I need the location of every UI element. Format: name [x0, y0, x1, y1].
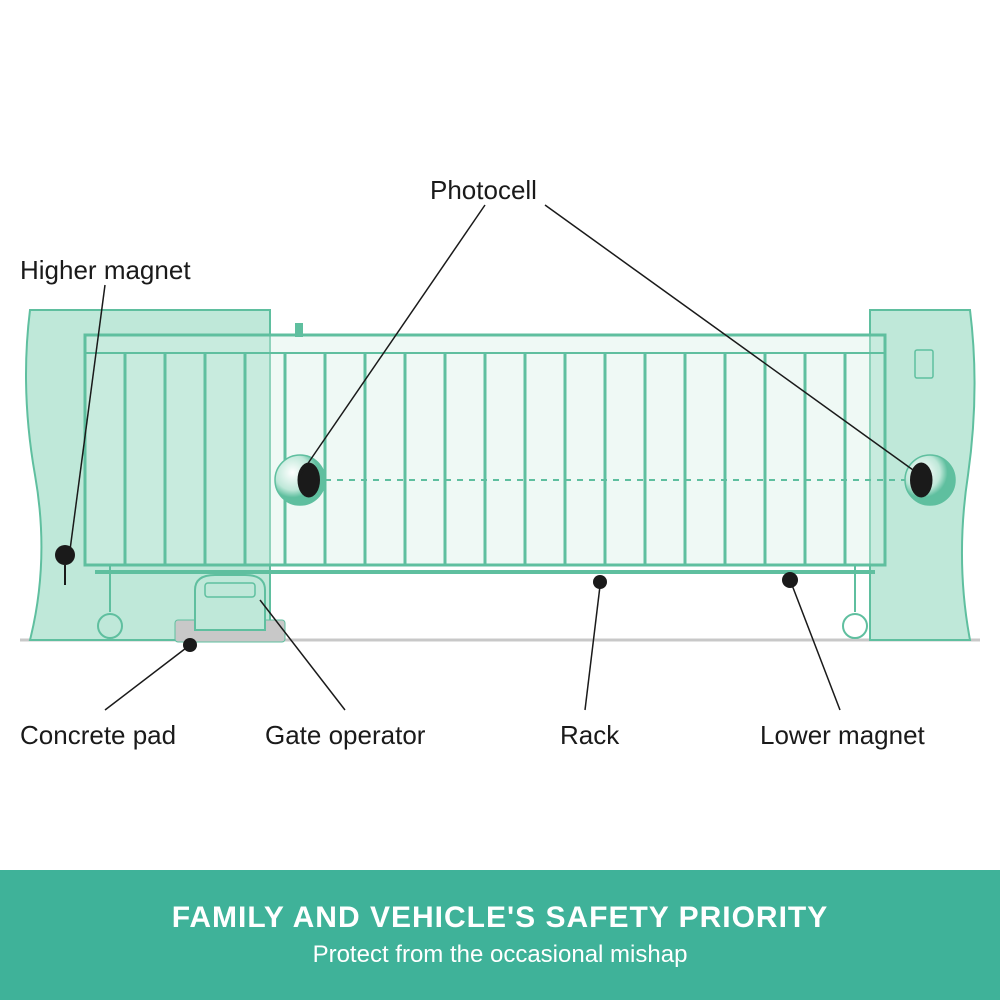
label-concrete-pad: Concrete pad: [20, 720, 176, 751]
label-lower-magnet: Lower magnet: [760, 720, 925, 751]
label-photocell: Photocell: [430, 175, 537, 206]
banner-title: FAMILY AND VEHICLE'S SAFETY PRIORITY: [172, 901, 829, 935]
label-rack: Rack: [560, 720, 619, 751]
label-gate-operator: Gate operator: [265, 720, 425, 751]
diagram-area: Photocell Higher magnet Concrete pad Gat…: [0, 0, 1000, 870]
label-higher-magnet: Higher magnet: [20, 255, 191, 286]
footer-banner: FAMILY AND VEHICLE'S SAFETY PRIORITY Pro…: [0, 870, 1000, 1000]
banner-subtitle: Protect from the occasional mishap: [313, 941, 688, 969]
